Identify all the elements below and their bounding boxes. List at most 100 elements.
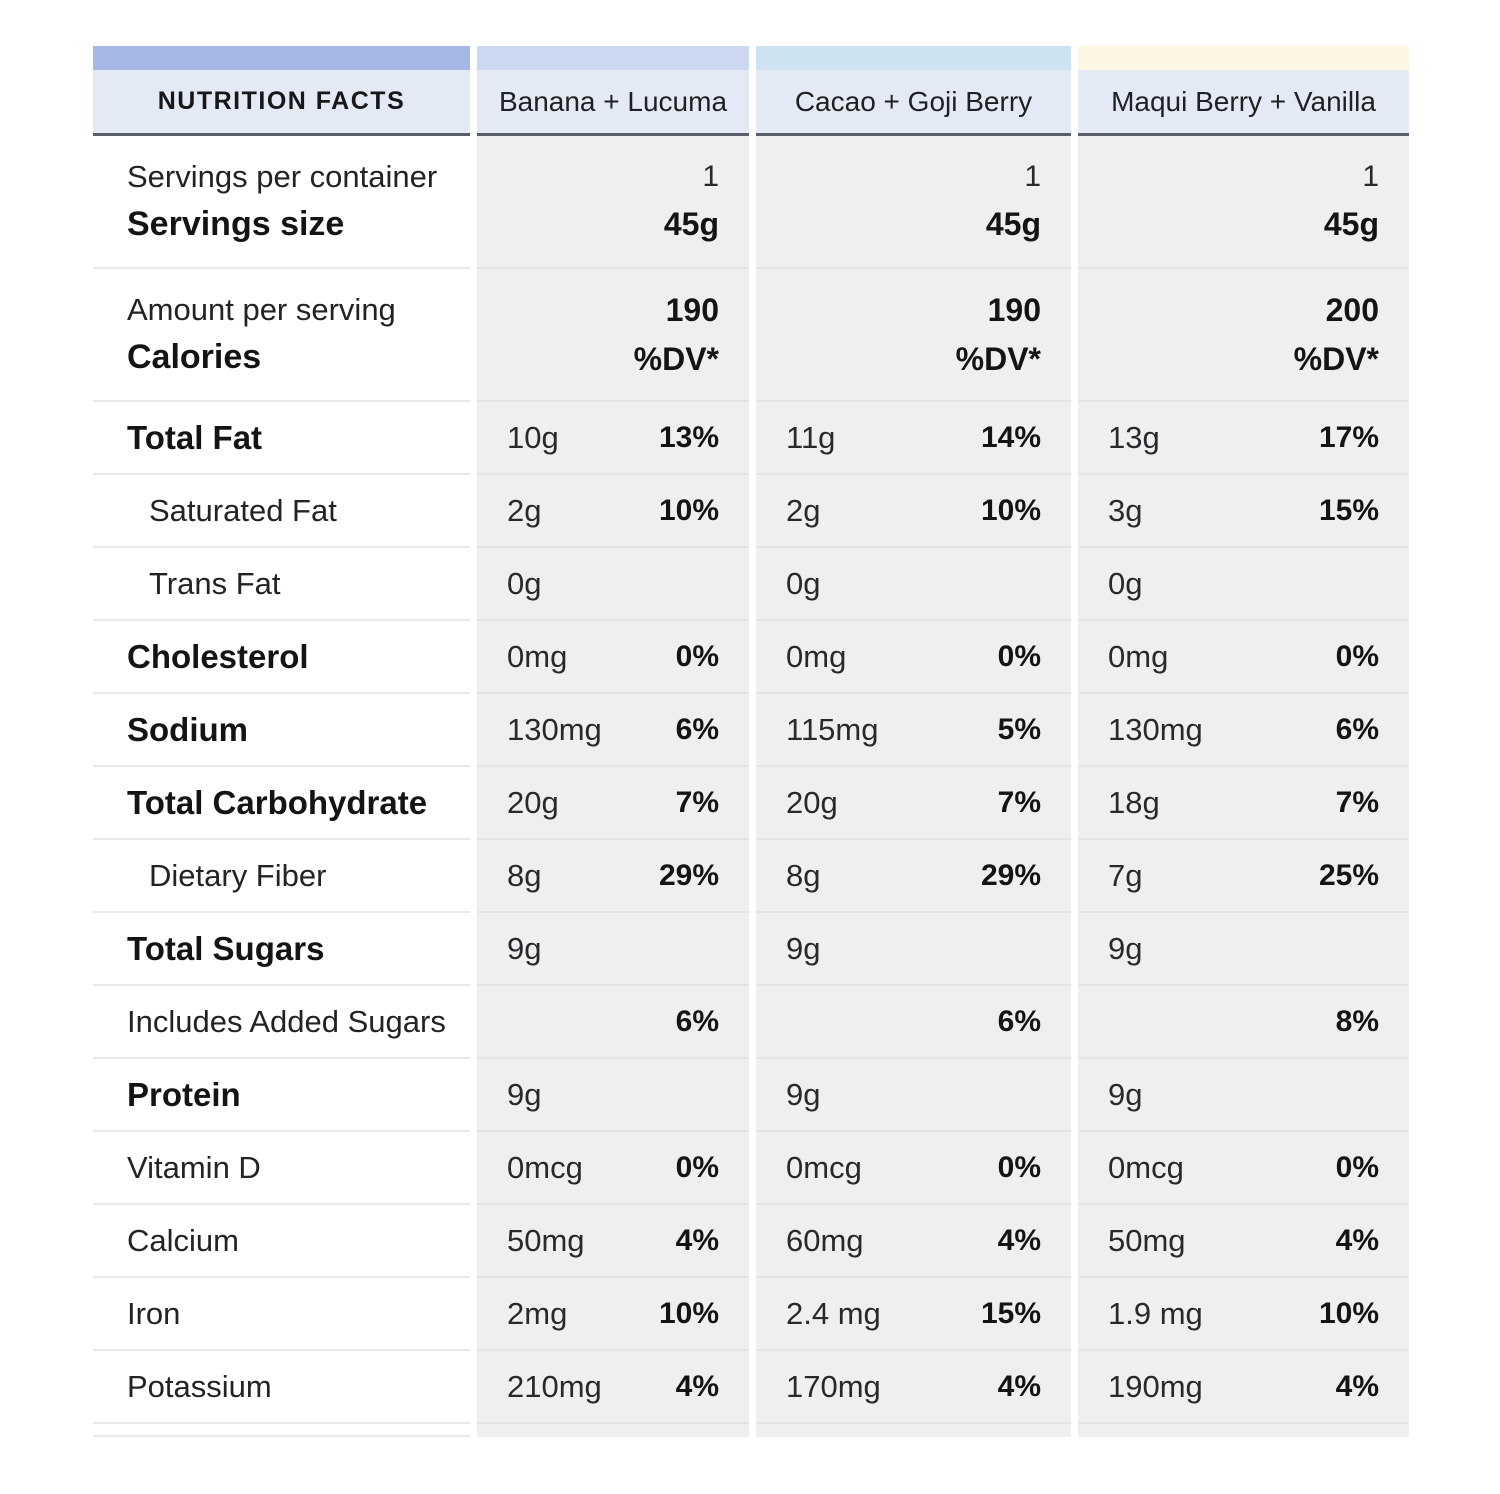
nutrient-value-cell: 20g 7% [477, 767, 749, 840]
nutrient-value-cell: 6% [756, 986, 1071, 1059]
product-2-name: Cacao + Goji Berry [794, 85, 1033, 117]
daily-value-percent: 10% [658, 1296, 719, 1330]
calories-value: 190 [987, 291, 1041, 328]
serving-size: 45g [1323, 206, 1379, 242]
nutrient-label: Protein [127, 1075, 241, 1113]
daily-value-percent: 13% [658, 420, 719, 454]
nutrient-value-cell: 2.4 mg 15% [756, 1278, 1071, 1351]
nutrient-label-cell: Iron [93, 1278, 470, 1351]
amount-value: 60mg [786, 1222, 864, 1258]
amount-value: 2g [786, 492, 821, 528]
amount-value: 0g [507, 565, 542, 601]
nutrient-label-cell: Vitamin D [93, 1132, 470, 1205]
nutrient-value-cell: 9g [477, 1059, 749, 1132]
nutrient-value-cell: 50mg 4% [1078, 1205, 1409, 1278]
nutrient-value-cell: 9g [1078, 913, 1409, 986]
nutrient-label: Trans Fat [149, 565, 281, 601]
amount-value: 0mg [507, 638, 568, 674]
amount-value: 50mg [507, 1222, 585, 1258]
nutrient-label: Vitamin D [127, 1149, 261, 1185]
amount-value: 20g [786, 784, 838, 820]
nutrient-label-cell: Cholesterol [93, 621, 470, 694]
nutrient-value-cell: 13g 17% [1078, 402, 1409, 475]
nutrient-value-cell: 2mg 10% [477, 1278, 749, 1351]
nutrient-value-cell: 50mg 4% [477, 1205, 749, 1278]
dv-column-heading: %DV* [1293, 340, 1379, 377]
product-1-name: Banana + Lucuma [498, 85, 728, 117]
daily-value-percent: 0% [997, 639, 1041, 673]
daily-value-percent: 6% [1335, 712, 1379, 746]
daily-value-percent: 0% [675, 1150, 719, 1184]
servings-per-container-label: Servings per container [127, 159, 438, 194]
amount-value: 9g [507, 1076, 542, 1112]
calories-label: Calories [127, 338, 262, 376]
daily-value-percent: 5% [997, 712, 1041, 746]
daily-value-percent: 17% [1318, 420, 1379, 454]
daily-value-percent: 7% [997, 785, 1041, 819]
nutrient-value-cell: 8g 29% [756, 840, 1071, 913]
amount-value: 7g [1108, 857, 1143, 893]
amount-value: 2.4 mg [786, 1295, 881, 1331]
daily-value-percent: 0% [1335, 639, 1379, 673]
nutrient-label: Calcium [127, 1222, 239, 1258]
amount-value: 2g [507, 492, 542, 528]
daily-value-percent: 6% [675, 712, 719, 746]
bottom-strip-value-cell [756, 1424, 1071, 1437]
amount-value: 9g [1108, 1076, 1143, 1112]
daily-value-percent: 10% [658, 493, 719, 527]
servings-size-label: Servings size [127, 205, 345, 243]
nutrient-value-cell: 0mg 0% [1078, 621, 1409, 694]
nutrient-label-cell: Calcium [93, 1205, 470, 1278]
amount-value: 11g [786, 419, 836, 455]
daily-value-percent: 7% [675, 785, 719, 819]
daily-value-percent: 6% [997, 1004, 1041, 1038]
amount-value: 8g [507, 857, 542, 893]
nutrient-value-cell: 9g [756, 1059, 1071, 1132]
daily-value-percent: 15% [980, 1296, 1041, 1330]
daily-value-percent: 15% [1318, 493, 1379, 527]
nutrient-value-cell: 0mcg 0% [477, 1132, 749, 1205]
daily-value-percent: 4% [675, 1223, 719, 1257]
daily-value-percent: 10% [1318, 1296, 1379, 1330]
product-3-name: Maqui Berry + Vanilla [1111, 85, 1376, 117]
amount-value: 170mg [786, 1368, 881, 1404]
daily-value-percent: 4% [997, 1369, 1041, 1403]
nutrient-value-cell: 0mg 0% [756, 621, 1071, 694]
amount-value: 0mg [1108, 638, 1169, 674]
daily-value-percent: 6% [675, 1004, 719, 1038]
nutrient-label: Dietary Fiber [149, 857, 327, 893]
product-1-accent-bar [477, 46, 749, 70]
amount-value: 2mg [507, 1295, 568, 1331]
nutrient-value-cell: 10g 13% [477, 402, 749, 475]
amount-value: 0mcg [1108, 1149, 1184, 1185]
amount-value: 130mg [1108, 711, 1203, 747]
calories-value-cell: 190 %DV* [756, 269, 1071, 402]
amount-value: 0mcg [507, 1149, 583, 1185]
nutrient-label: Total Carbohydrate [127, 783, 428, 821]
daily-value-percent: 29% [658, 858, 719, 892]
nutrient-value-cell: 7g 25% [1078, 840, 1409, 913]
product-3-header-cell: Maqui Berry + Vanilla [1078, 70, 1409, 136]
nutrient-value-cell: 2g 10% [756, 475, 1071, 548]
daily-value-percent: 7% [1335, 785, 1379, 819]
nutrient-label: Total Fat [127, 418, 263, 456]
product-1-header-cell: Banana + Lucuma [477, 70, 749, 136]
table-title-cell: NUTRITION FACTS [93, 70, 470, 136]
nutrient-value-cell: 1.9 mg 10% [1078, 1278, 1409, 1351]
nutrient-label-cell: Dietary Fiber [93, 840, 470, 913]
nutrient-label: Total Sugars [127, 929, 325, 967]
nutrient-label-cell: Potassium [93, 1351, 470, 1424]
nutrition-facts-table: NUTRITION FACTS Banana + Lucuma Cacao + … [93, 46, 1409, 1437]
daily-value-percent: 8% [1335, 1004, 1379, 1038]
product-2-accent-bar [756, 46, 1071, 70]
nutrient-value-cell: 11g 14% [756, 402, 1071, 475]
nutrient-value-cell: 0mg 0% [477, 621, 749, 694]
nutrient-value-cell: 3g 15% [1078, 475, 1409, 548]
nutrient-value-cell: 210mg 4% [477, 1351, 749, 1424]
bottom-strip-label-cell [93, 1424, 470, 1437]
nutrient-value-cell: 130mg 6% [477, 694, 749, 767]
nutrient-value-cell: 2g 10% [477, 475, 749, 548]
nutrient-label: Includes Added Sugars [127, 1003, 446, 1039]
nutrient-value-cell: 20g 7% [756, 767, 1071, 840]
servings-value-cell: 1 45g [477, 136, 749, 269]
